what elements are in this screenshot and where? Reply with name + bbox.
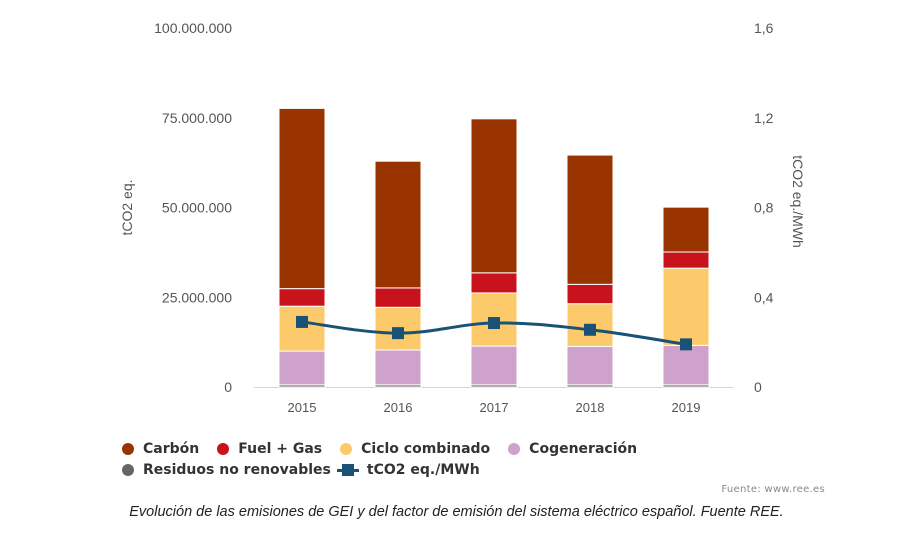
legend-item-residuos[interactable]: Residuos no renovables (122, 462, 331, 478)
legend-marker-cogeneracion (508, 442, 521, 455)
legend-marker-emission-factor (336, 463, 359, 476)
bar-segment-fuel-gas (470, 272, 518, 294)
x-tick-label: 2019 (672, 400, 701, 415)
legend-item-emission-factor[interactable]: tCO2 eq./MWh (336, 461, 480, 478)
emission-factor-point (584, 323, 596, 336)
legend-label-fuel-gas: Fuel + Gas (238, 440, 323, 457)
y-tick-label: 75.000.000 (162, 110, 232, 126)
bar-segment-cogeneraci-n (470, 345, 518, 386)
figure-caption: Evolución de las emisiones de GEI y del … (129, 504, 784, 520)
stacked-bars (278, 107, 710, 388)
y2-tick-label: 1,2 (754, 110, 774, 126)
axes: 0 25.000.000 50.000.000 75.000.000 100.000.0… (154, 20, 774, 415)
legend-item-fuel-gas[interactable]: Fuel + Gas (217, 441, 322, 457)
emissions-chart: 0 25.000.000 50.000.000 75.000.000 100.000.0… (119, 20, 806, 415)
bar-segment-fuel-gas (566, 283, 614, 305)
x-tick-label: 2015 (288, 400, 317, 415)
y-tick-label: 50.000.000 (162, 200, 232, 216)
bar-segment-cogeneraci-n (662, 344, 710, 386)
x-tick-label: 2016 (384, 400, 413, 415)
legend-marker-fuel-gas (217, 442, 230, 455)
legend-label-carbon: Carbón (143, 440, 200, 457)
bar-segment-fuel-gas (662, 251, 710, 269)
x-tick-label: 2017 (480, 400, 509, 415)
emission-factor-point (680, 338, 692, 351)
y2-tick-label: 0,8 (754, 200, 774, 216)
bar-segment-carb-n (278, 107, 326, 290)
source-credit: Fuente: www.ree.es (721, 484, 825, 495)
bar-segment-fuel-gas (278, 288, 326, 307)
bar-segment-carb-n (374, 160, 422, 289)
legend-row-2: Residuos no renovables tCO2 eq./MWh (122, 459, 762, 480)
bar-segment-ciclo-combinado (278, 305, 326, 352)
bar-segment-carb-n (470, 118, 518, 274)
y2-tick-label: 1,6 (754, 20, 774, 36)
legend-label-emission-factor: tCO2 eq./MWh (366, 461, 480, 478)
x-tick-label: 2018 (576, 400, 605, 415)
bar-segment-fuel-gas (374, 287, 422, 308)
legend-row-1: Carbón Fuel + Gas Ciclo combinado Cogene… (122, 438, 762, 459)
y-tick-label: 100.000.000 (154, 20, 232, 36)
emission-factor-point (296, 315, 308, 328)
emission-factor-point (488, 317, 500, 330)
legend-marker-residuos (122, 463, 134, 476)
legend-marker-carbon (122, 442, 134, 455)
y-tick-label: 0 (224, 379, 232, 395)
legend-label-ciclo-combinado: Ciclo combinado (361, 440, 491, 457)
emission-factor-line (296, 315, 692, 351)
emission-factor-point (392, 327, 404, 340)
legend-label-residuos: Residuos no renovables (143, 461, 331, 478)
legend-label-cogeneracion: Cogeneración (529, 440, 638, 457)
legend-marker-ciclo-combinado (340, 442, 353, 455)
y2-tick-label: 0,4 (754, 289, 774, 305)
legend-item-carbon[interactable]: Carbón (122, 441, 199, 457)
bar-segment-ciclo-combinado (662, 267, 710, 346)
bar-segment-carb-n (662, 206, 710, 253)
y-tick-label: 25.000.000 (162, 289, 232, 305)
legend-item-cogeneracion[interactable]: Cogeneración (508, 441, 637, 457)
bar-segment-cogeneraci-n (278, 350, 326, 386)
bar-segment-cogeneraci-n (374, 349, 422, 386)
y-axis-title: tCO2 eq. (119, 179, 135, 235)
legend: Carbón Fuel + Gas Ciclo combinado Cogene… (122, 438, 762, 480)
bar-segment-carb-n (566, 154, 614, 285)
y2-axis-title: tCO2 eq./MWh (790, 155, 806, 248)
y2-tick-label: 0 (754, 379, 762, 395)
bar-segment-cogeneraci-n (566, 345, 614, 386)
legend-item-ciclo-combinado[interactable]: Ciclo combinado (340, 441, 490, 457)
